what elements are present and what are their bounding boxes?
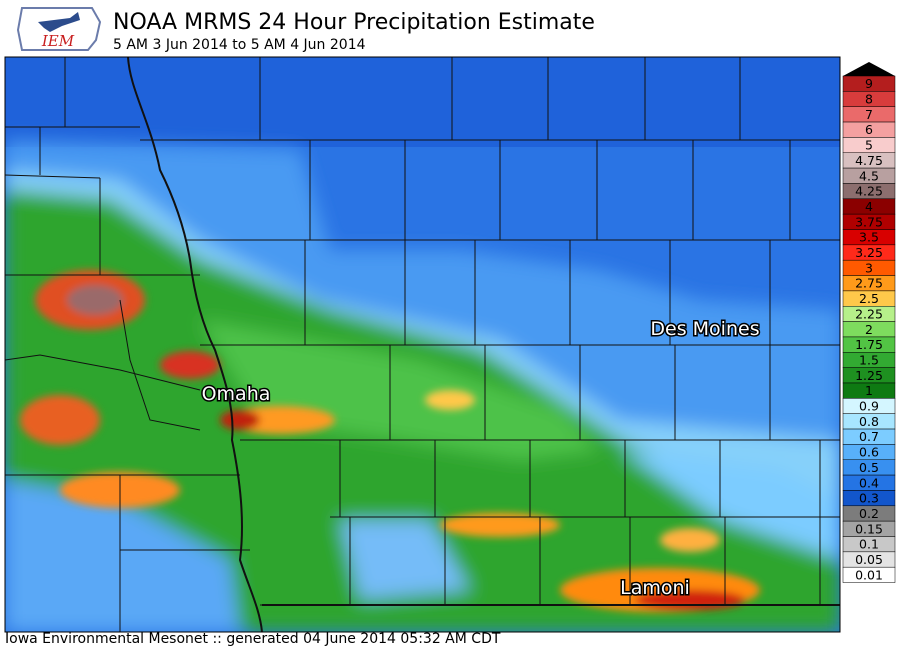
legend-label: 1.75 — [855, 337, 883, 352]
legend-label: 4.25 — [855, 184, 883, 199]
legend-label: 6 — [865, 122, 873, 137]
boundaries — [4, 56, 840, 633]
legend-label: 0.1 — [859, 537, 879, 552]
legend-label: 5 — [865, 138, 873, 153]
legend-label: 2.5 — [859, 291, 879, 306]
legend-label: 0.15 — [855, 521, 883, 536]
legend-label: 2.75 — [855, 276, 883, 291]
logo: IEM — [16, 7, 102, 51]
legend-label: 0.6 — [859, 445, 879, 460]
legend-swatch — [842, 566, 896, 583]
legend-label: 0.5 — [859, 460, 879, 475]
city-label: Lamoni — [620, 577, 690, 599]
legend-label: 0.01 — [855, 567, 883, 582]
legend-label: 3.25 — [855, 245, 883, 260]
city-label: Des Moines — [650, 318, 759, 340]
legend-label: 1.5 — [859, 352, 879, 367]
legend: 987654.754.54.2543.753.53.2532.752.52.25… — [842, 62, 896, 583]
legend-label: 1.25 — [855, 368, 883, 383]
legend-label: 0.4 — [859, 475, 879, 490]
legend-label: 0.9 — [859, 399, 879, 414]
legend-label: 0.2 — [859, 506, 879, 521]
legend-label: 4.75 — [855, 153, 883, 168]
legend-label: 2 — [865, 322, 873, 337]
legend-label: 0.7 — [859, 429, 879, 444]
legend-cap — [843, 62, 895, 76]
legend-label: 7 — [865, 107, 873, 122]
legend-label: 3 — [865, 260, 873, 275]
footer: Iowa Environmental Mesonet :: generated … — [5, 631, 501, 647]
legend-label: 2.25 — [855, 306, 883, 321]
legend-label: 0.3 — [859, 491, 879, 506]
logo-text: IEM — [41, 32, 75, 50]
legend-label: 3.75 — [855, 214, 883, 229]
legend-label: 4 — [865, 199, 873, 214]
city-label: Omaha — [202, 383, 271, 405]
legend-label: 0.8 — [859, 414, 879, 429]
legend-label: 4.5 — [859, 168, 879, 183]
map-frame — [4, 56, 841, 633]
legend-label: 0.05 — [855, 552, 883, 567]
legend-label: 9 — [865, 76, 873, 91]
legend-label: 8 — [865, 92, 873, 107]
legend-label: 3.5 — [859, 230, 879, 245]
legend-label: 1 — [865, 383, 873, 398]
map-title: NOAA MRMS 24 Hour Precipitation Estimate — [113, 10, 595, 35]
map-subtitle: 5 AM 3 Jun 2014 to 5 AM 4 Jun 2014 — [113, 37, 366, 53]
